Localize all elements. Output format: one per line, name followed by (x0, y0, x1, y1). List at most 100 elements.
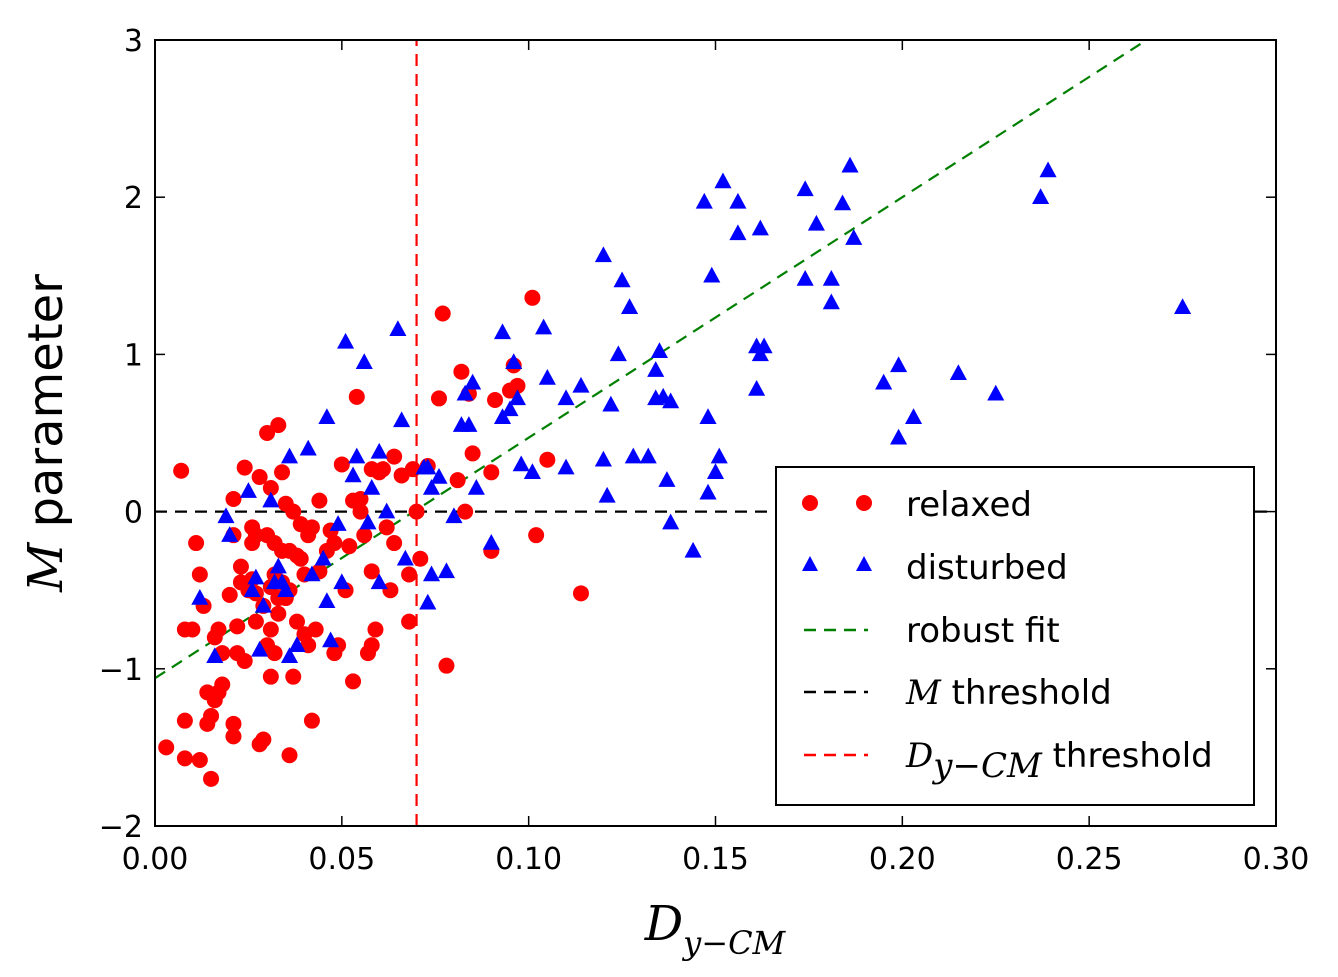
disturbed-point (422, 565, 441, 582)
relaxed-point (378, 519, 395, 536)
disturbed-point (460, 416, 478, 432)
disturbed-point (807, 214, 825, 231)
relaxed-point (382, 582, 399, 599)
disturbed-point (621, 298, 639, 314)
disturbed-point (333, 573, 351, 590)
relaxed-point (453, 363, 470, 380)
relaxed-point (288, 613, 305, 630)
legend: relaxed disturbed robust fit M threshold… (775, 466, 1255, 806)
relaxed-point (270, 417, 287, 434)
disturbed-point (318, 592, 336, 608)
disturbed-point (280, 447, 299, 464)
disturbed-point (318, 408, 336, 425)
disturbed-point (430, 468, 448, 484)
legend-label-relaxed: relaxed (906, 485, 1032, 525)
relaxed-point (539, 451, 556, 468)
relaxed-point (270, 605, 287, 622)
relaxed-point (303, 712, 320, 729)
disturbed-point (594, 246, 612, 263)
disturbed-point (695, 192, 713, 209)
relaxed-point (457, 503, 474, 520)
relaxed-point (173, 462, 190, 479)
disturbed-point (243, 581, 261, 597)
disturbed-point (729, 224, 747, 241)
disturbed-point (359, 513, 377, 530)
disturbed-point (314, 549, 332, 566)
disturbed-point (464, 373, 482, 390)
y-tick-label: −2 (99, 810, 143, 845)
x-tick-label: 0.15 (682, 842, 749, 877)
disturbed-point (221, 526, 239, 542)
disturbed-point (322, 631, 340, 648)
disturbed-point (987, 384, 1005, 401)
relaxed-point (274, 464, 291, 481)
relaxed-point (247, 527, 264, 544)
legend-marker-disturbed-2 (856, 556, 872, 571)
disturbed-point (845, 229, 863, 245)
relaxed-point (229, 618, 246, 635)
disturbed-point (1032, 188, 1050, 204)
disturbed-point (535, 318, 553, 335)
disturbed-point (699, 483, 717, 500)
relaxed-point (285, 668, 302, 685)
relaxed-point (266, 645, 283, 662)
x-tick-label: 0.10 (495, 842, 562, 877)
disturbed-point (303, 565, 321, 582)
disturbed-point (247, 568, 265, 585)
disturbed-point (557, 458, 575, 475)
disturbed-point (796, 269, 814, 286)
disturbed-point (755, 337, 773, 354)
legend-label-disturbed: disturbed (906, 548, 1068, 588)
legend-marker-relaxed-1 (802, 495, 818, 511)
disturbed-point (624, 447, 642, 464)
disturbed-point (299, 439, 317, 456)
disturbed-point (467, 479, 485, 495)
relaxed-point (487, 391, 504, 408)
legend-label-d-threshold: Dy−CM threshold (905, 736, 1213, 786)
disturbed-point (396, 549, 414, 566)
disturbed-point (191, 589, 209, 605)
relaxed-point (285, 503, 302, 520)
disturbed-point (822, 293, 840, 310)
relaxed-point (259, 425, 276, 441)
legend-label-d-threshold-math: D (905, 736, 933, 776)
disturbed-point (662, 392, 680, 409)
disturbed-point (1174, 298, 1192, 314)
relaxed-point (300, 637, 317, 654)
disturbed-point (1039, 161, 1057, 178)
relaxed-point (412, 550, 429, 567)
relaxed-point (509, 377, 526, 394)
relaxed-point (225, 715, 242, 732)
disturbed-point (348, 447, 366, 464)
relaxed-point (401, 613, 418, 630)
disturbed-point (890, 428, 908, 445)
disturbed-point (650, 342, 668, 359)
disturbed-point (751, 219, 769, 236)
relaxed-point (188, 535, 205, 552)
relaxed-point (203, 770, 220, 787)
relaxed-point (363, 563, 380, 580)
y-axis-label: M parameter (18, 274, 74, 593)
relaxed-point (333, 456, 350, 473)
relaxed-point (326, 535, 343, 552)
relaxed-point (524, 289, 541, 306)
x-tick-label: 0.20 (869, 842, 936, 877)
relaxed-point (434, 305, 451, 322)
disturbed-point (647, 361, 665, 377)
disturbed-point (355, 353, 373, 370)
relaxed-point (210, 621, 227, 638)
disturbed-point (344, 466, 362, 483)
disturbed-point (262, 491, 280, 508)
y-tick-label: 1 (124, 338, 143, 373)
disturbed-point (493, 323, 512, 340)
disturbed-point (456, 384, 474, 401)
disturbed-point (288, 636, 306, 652)
disturbed-point (437, 562, 456, 579)
relaxed-point (236, 459, 253, 476)
disturbed-point (703, 266, 721, 283)
relaxed-point (184, 621, 201, 638)
disturbed-point (841, 156, 859, 173)
disturbed-point (706, 463, 725, 480)
disturbed-point (796, 180, 814, 197)
relaxed-point (247, 613, 264, 630)
